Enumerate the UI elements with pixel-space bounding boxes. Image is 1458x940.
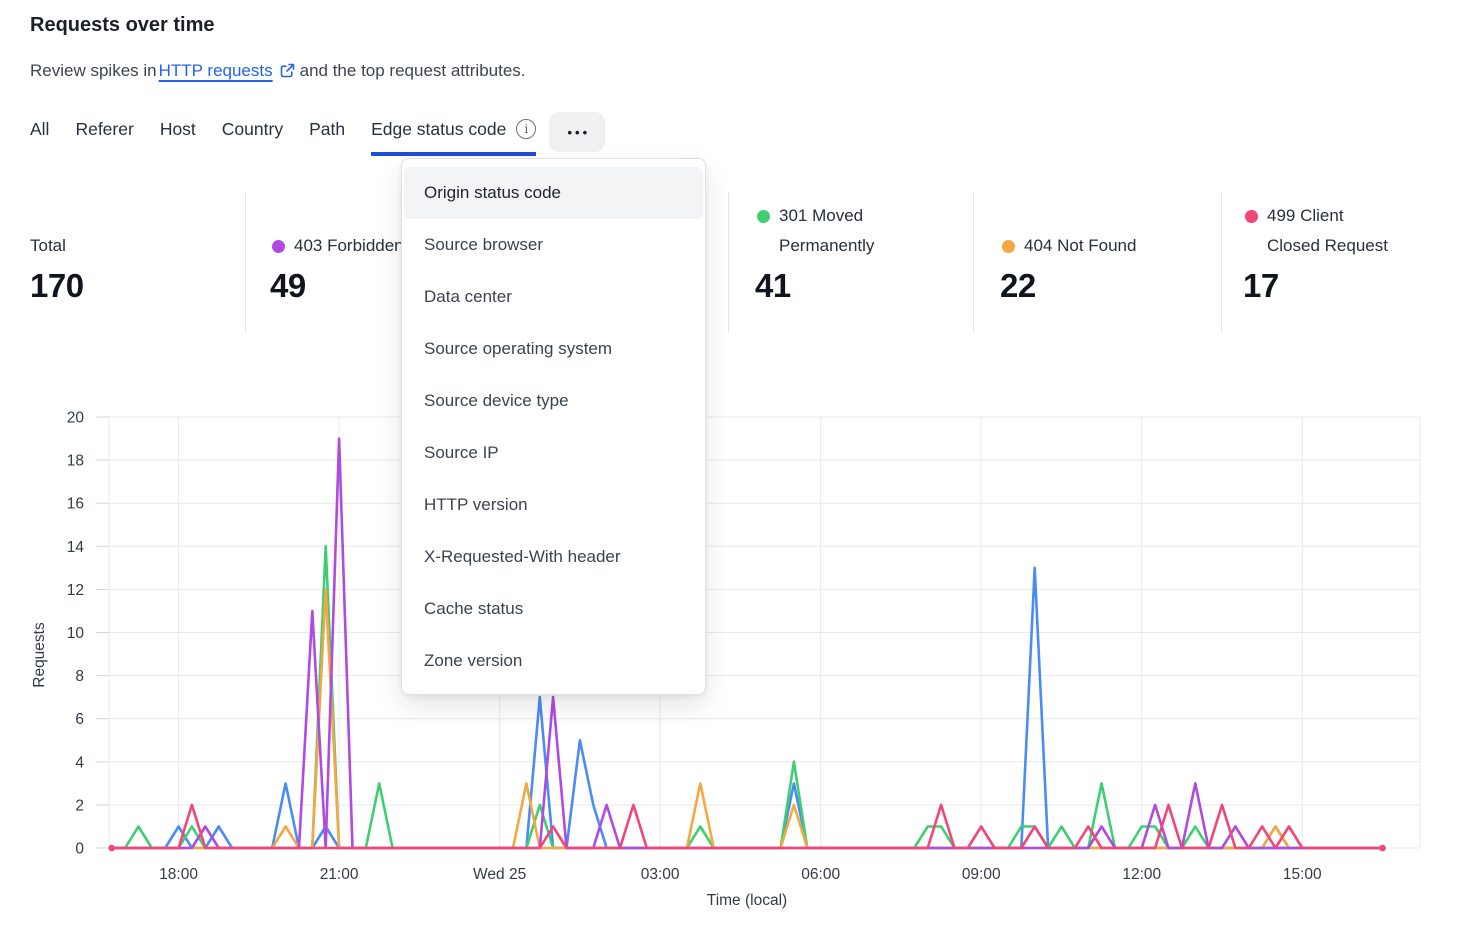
tab-country[interactable]: Country [221,119,284,139]
y-tick-label: 0 [75,841,84,858]
x-tick-label: Wed 25 [473,866,526,883]
y-tick-label: 10 [67,625,85,642]
series-499-client-closed-request-end-dot [1379,844,1386,852]
menu-item-source-device-type[interactable]: Source device type [424,391,569,410]
page-title: Requests over time [30,14,215,36]
active-tab-label: Edge status code [371,119,507,139]
y-tick-label: 16 [67,496,84,513]
tab-referer[interactable]: Referer [75,119,134,139]
x-tick-label: 09:00 [962,866,1001,883]
attribute-dropdown-menu: Origin status code Source browser Data cen… [401,158,706,695]
tab-bar: All Referer Host Country Path Edge status cod… [30,112,606,156]
chart-grid [96,416,1421,849]
tab-edge-status-code[interactable]: Edge status code i [371,118,537,156]
menu-item-cache-status[interactable]: Cache status [424,599,524,618]
tab-host[interactable]: Host [159,119,196,139]
tab-all[interactable]: All [30,119,50,139]
http-requests-link[interactable]: HTTP requests [159,61,273,80]
y-tick-label: 20 [67,410,85,427]
subtitle: Review spikes in HTTP requests and the top… [30,61,526,81]
menu-item-data-center[interactable]: Data center [424,287,512,306]
menu-item-x-requested-with-header[interactable]: X-Requested-With header [424,547,621,566]
menu-item-http-version[interactable]: HTTP version [424,495,528,514]
series-403-forbidden-line [110,437,1384,850]
menu-item-source-browser[interactable]: Source browser [424,235,544,254]
series-499-client-closed-request-line [110,803,1384,850]
y-tick-label: 18 [67,453,84,470]
subtitle-suffix: and the top request attributes. [299,61,526,80]
x-tick-label: 06:00 [801,866,840,883]
y-tick-label: 8 [75,668,84,685]
http-requests-link-label: HTTP requests [158,61,273,80]
menu-item-origin-status-code[interactable]: Origin status code [404,167,703,219]
y-tick-label: 14 [67,539,85,556]
info-icon[interactable]: i [516,119,537,139]
series-499-client-closed-request-start-dot [108,844,115,852]
subtitle-prefix: Review spikes in [30,61,157,80]
menu-item-zone-version[interactable]: Zone version [424,651,523,670]
y-axis-title: Requests [31,622,48,688]
y-tick-label: 12 [67,582,84,599]
more-tabs-button[interactable]: ••• [549,112,606,152]
y-tick-label: 4 [75,754,84,771]
tab-path[interactable]: Path [309,119,346,139]
y-tick-label: 2 [75,797,84,814]
x-tick-label: 12:00 [1122,866,1161,883]
x-tick-label: 21:00 [320,866,359,883]
x-axis-title: Time (local) [707,892,787,909]
external-link-icon [280,63,294,78]
menu-item-source-ip[interactable]: Source IP [424,443,499,462]
y-tick-label: 6 [75,711,84,728]
x-tick-label: 15:00 [1283,866,1322,883]
x-tick-label: 03:00 [641,866,680,883]
menu-item-source-operating-system[interactable]: Source operating system [424,339,613,358]
x-tick-label: 18:00 [159,866,198,883]
